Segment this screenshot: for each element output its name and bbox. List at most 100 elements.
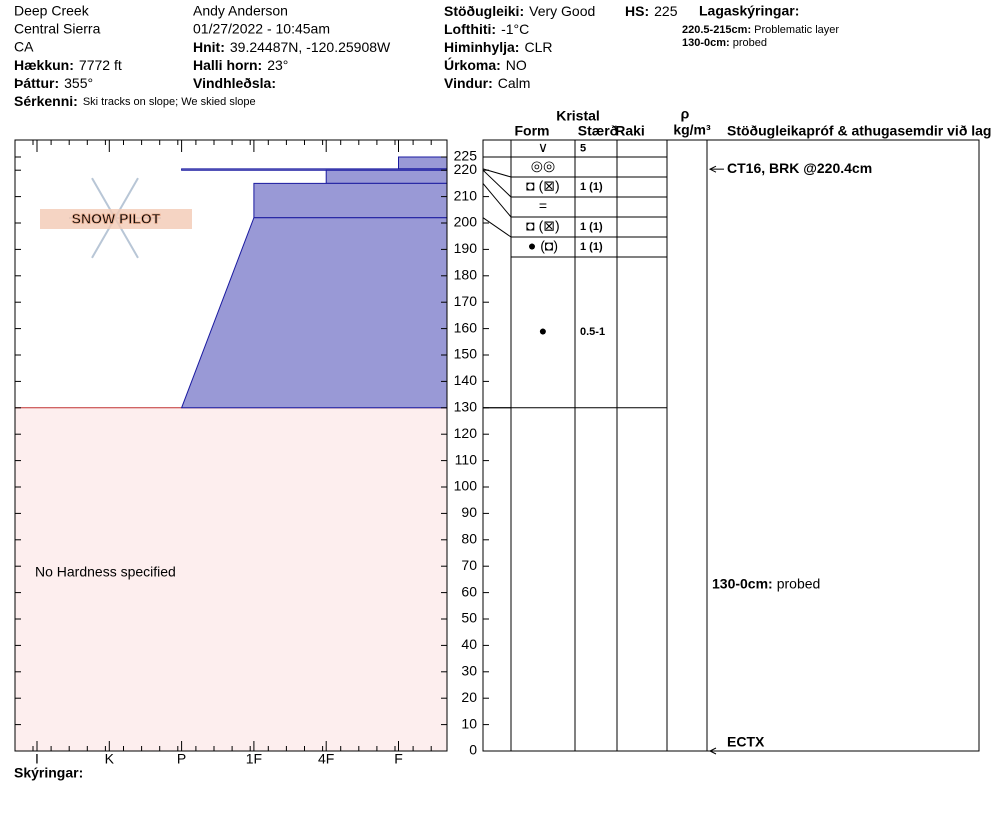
hardness-label: 1F [246, 751, 262, 767]
header-field: Lofthiti: -1°C [444, 21, 529, 37]
height-label: 130 [454, 399, 478, 415]
field-label: Stöðugleiki: [444, 3, 524, 19]
header-field: Himinhylja: CLR [444, 39, 552, 55]
field-value: 355° [64, 75, 93, 91]
header-field: Vindhleðsla: [193, 75, 276, 91]
hardness-label: F [394, 751, 403, 767]
column-header: ρ [681, 106, 690, 122]
field-label: Hnit: [193, 39, 225, 55]
field-value: 225 [654, 3, 678, 19]
no-hardness-label: No Hardness specified [35, 564, 176, 580]
field-value: NO [506, 57, 527, 73]
layer-connector [482, 183, 512, 218]
comment-label: 130-0cm: [712, 575, 773, 591]
header-field: Sérkenni: Ski tracks on slope; We skied s… [14, 93, 256, 109]
hardness-layer [398, 156, 448, 170]
grain-size: 5 [580, 142, 586, 154]
height-label: 120 [454, 425, 478, 441]
field-value: 39.24487N, -120.25908W [230, 39, 391, 55]
grain-size: 0.5-1 [580, 326, 605, 338]
header-field: HS: 225 [625, 3, 678, 19]
height-label: 80 [461, 531, 477, 547]
location-state: CA [14, 39, 34, 55]
field-label: HS: [625, 3, 649, 19]
layer-comment: 130-0cm: probed [712, 575, 820, 591]
legend-title: Lagaskýringar: [699, 3, 799, 19]
height-label: 60 [461, 583, 477, 599]
test-arrowhead [708, 747, 717, 755]
field-label: Vindur: [444, 75, 493, 91]
height-label: 110 [455, 451, 478, 467]
location-name: Deep Creek [14, 3, 90, 19]
layer-connector [482, 169, 512, 198]
legend-label: 220.5-215cm: [682, 24, 751, 36]
header-field: Hnit: 39.24487N, -120.25908W [193, 39, 391, 55]
height-label: 30 [461, 663, 477, 679]
comment-value: probed [777, 575, 821, 591]
hardness-frame [14, 139, 448, 752]
field-label: Þáttur: [14, 75, 59, 91]
location-range: Central Sierra [14, 21, 101, 37]
header-field: Halli horn: 23° [193, 57, 288, 73]
field-value: -1°C [501, 21, 529, 37]
hardness-label: 4F [318, 751, 334, 767]
header-field: Stöðugleiki: Very Good [444, 3, 595, 19]
header-field: Úrkoma: NO [444, 56, 527, 73]
column-header: Kristal [556, 108, 600, 124]
hardness-layer [180, 217, 448, 409]
hardness-label: K [105, 751, 115, 767]
field-value: 7772 ft [79, 57, 122, 73]
height-label: 190 [454, 240, 478, 256]
column-header: kg/m³ [673, 122, 711, 138]
table-frame [482, 139, 980, 752]
height-label: 140 [454, 372, 478, 388]
height-label: 0 [469, 742, 477, 758]
field-value: Ski tracks on slope; We skied slope [83, 96, 256, 108]
grain-size: 1 (1) [580, 241, 603, 253]
field-label: Hækkun: [14, 57, 74, 73]
hardness-label: P [177, 751, 186, 767]
height-label: 220 [454, 161, 478, 177]
header-field: Vindur: Calm [444, 75, 530, 91]
layer-connector [482, 168, 512, 178]
legend-item: 130-0cm: probed [682, 37, 767, 49]
observer: Andy Anderson [193, 3, 288, 19]
field-label: Himinhylja: [444, 39, 519, 55]
height-label: 150 [454, 346, 478, 362]
footer-label: Skýringar: [14, 765, 83, 781]
height-label: 225 [454, 148, 478, 164]
column-header: Stöðugleikapróf & athugasemdir við lag [727, 123, 991, 139]
legend-value: Problematic layer [754, 24, 839, 36]
height-label: 160 [454, 319, 478, 335]
field-value: 23° [267, 57, 288, 73]
legend-item: 220.5-215cm: Problematic layer [682, 24, 839, 36]
column-header: Stærð [578, 123, 618, 139]
layer-connector [482, 217, 512, 238]
legend-label: 130-0cm: [682, 37, 730, 49]
test-arrowhead [708, 165, 717, 173]
grain-form: ◎◎ [531, 158, 555, 174]
grain-form: ◘ (⊠) [526, 178, 559, 194]
height-label: 90 [461, 504, 477, 520]
no-hardness-area [15, 407, 447, 751]
field-label: Sérkenni: [14, 93, 78, 109]
logo: SNOW PILOT [40, 177, 192, 259]
field-value: CLR [524, 39, 552, 55]
field-label: Lofthiti: [444, 21, 496, 37]
hardness-label: I [35, 751, 39, 767]
logo-text: SNOW PILOT [72, 211, 161, 227]
grain-form: ◘ (⊠) [526, 218, 559, 234]
field-value: Very Good [529, 3, 595, 19]
height-label: 210 [454, 187, 478, 203]
height-label: 170 [454, 293, 478, 309]
grain-form: ∨ [538, 139, 548, 155]
logo-band [40, 209, 192, 229]
field-label: Halli horn: [193, 57, 262, 73]
datetime: 01/27/2022 - 10:45am [193, 21, 330, 37]
height-label: 70 [461, 557, 477, 573]
height-label: 50 [461, 610, 477, 626]
grain-form: ● (◘) [528, 238, 558, 254]
hardness-layer [325, 169, 448, 184]
height-label: 40 [461, 636, 477, 652]
